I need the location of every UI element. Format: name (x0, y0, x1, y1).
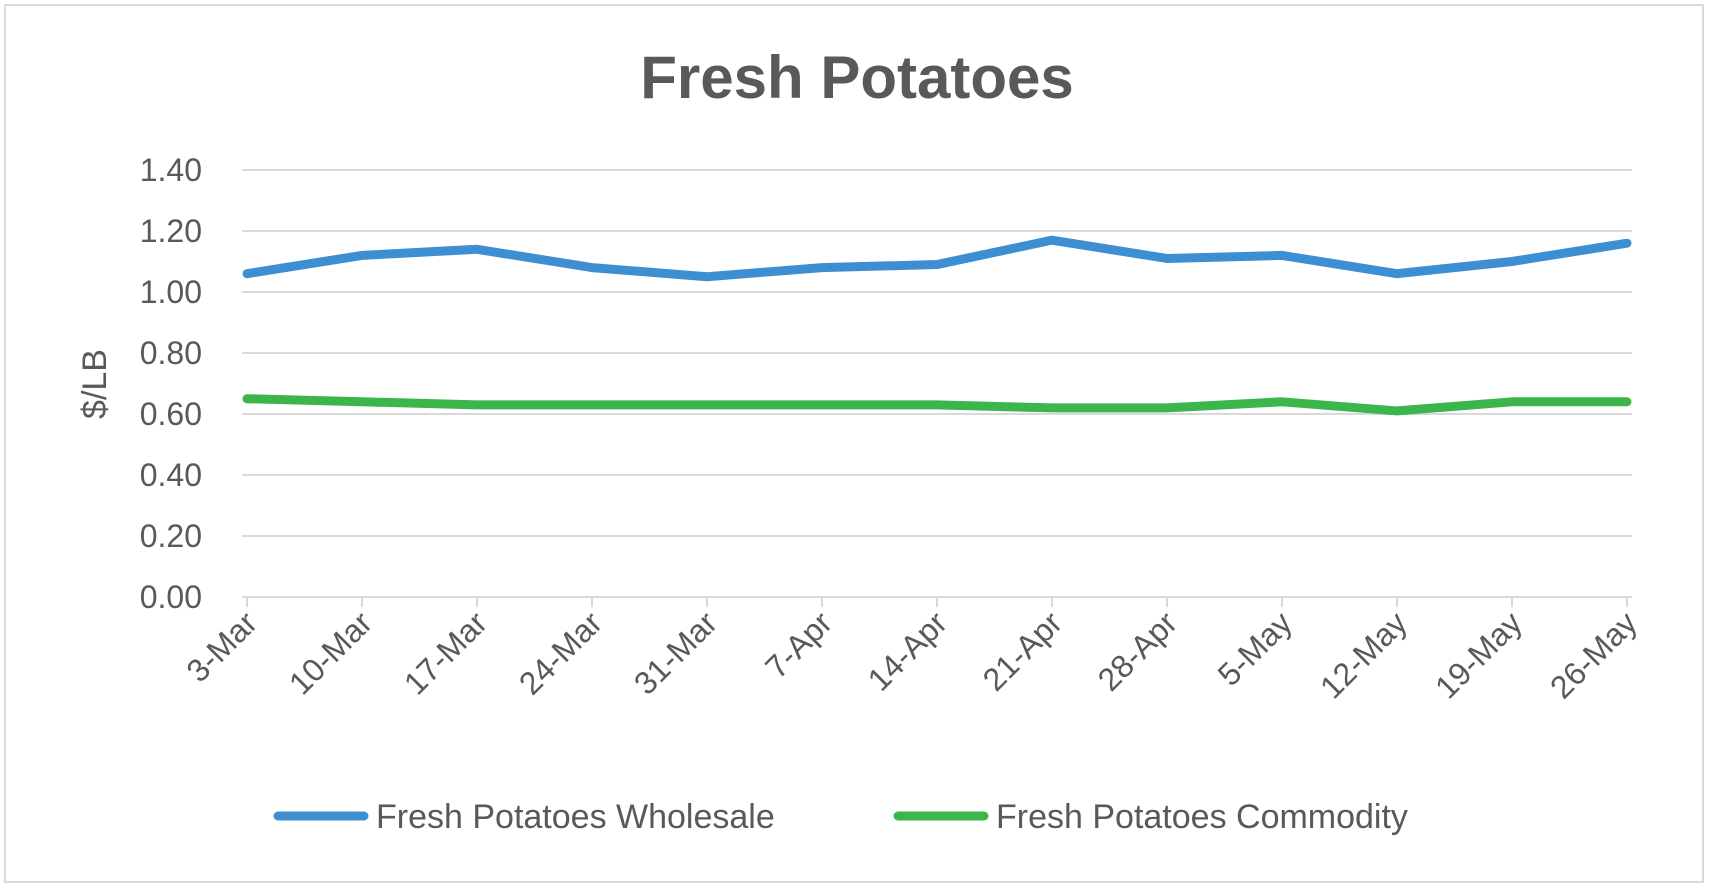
x-tick-label: 21-Apr (976, 604, 1070, 698)
x-tick-label: 5-May (1211, 604, 1299, 692)
series-lines (242, 235, 1632, 416)
y-axis-label: $/LB (76, 349, 114, 419)
y-tick-label: 0.20 (140, 518, 202, 554)
chart-frame (4, 4, 1704, 883)
y-tick-label: 1.40 (140, 152, 202, 188)
x-axis: 3-Mar 10-Mar 17-Mar 24-Mar 31-Mar 7-Apr 14-Apr… (179, 596, 1644, 705)
y-tick-label: 0.80 (140, 335, 202, 371)
x-tick-label: 12-May (1313, 604, 1414, 705)
y-tick-label: 0.00 (140, 579, 202, 615)
legend: Fresh Potatoes Wholesale Fresh Potatoes C… (273, 798, 1408, 836)
x-tick-label: 26-May (1543, 604, 1644, 705)
x-tick-label: 31-Mar (627, 604, 724, 701)
y-tick-label: 1.00 (140, 274, 202, 310)
y-tick-labels: 0.00 0.20 0.40 0.60 0.80 1.00 1.20 1.40 (140, 152, 202, 615)
x-tick-label: 19-May (1428, 604, 1529, 705)
series-line-wholesale (242, 235, 1632, 282)
x-tick-label: 7-Apr (758, 604, 839, 685)
x-tick-label: 10-Mar (282, 604, 379, 701)
y-tick-label: 1.20 (140, 213, 202, 249)
gridlines (242, 169, 1632, 537)
y-tick-label: 0.40 (140, 457, 202, 493)
legend-label: Fresh Potatoes Commodity (996, 798, 1408, 836)
x-tick-label: 28-Apr (1091, 604, 1185, 698)
x-tick-label: 14-Apr (861, 604, 955, 698)
legend-label: Fresh Potatoes Wholesale (376, 798, 775, 836)
x-tick-label: 17-Mar (397, 604, 494, 701)
series-line-commodity (242, 394, 1632, 416)
x-tick-label: 3-Mar (179, 604, 264, 689)
chart-title: Fresh Potatoes (640, 44, 1073, 111)
y-tick-label: 0.60 (140, 396, 202, 432)
x-tick-label: 24-Mar (512, 604, 609, 701)
